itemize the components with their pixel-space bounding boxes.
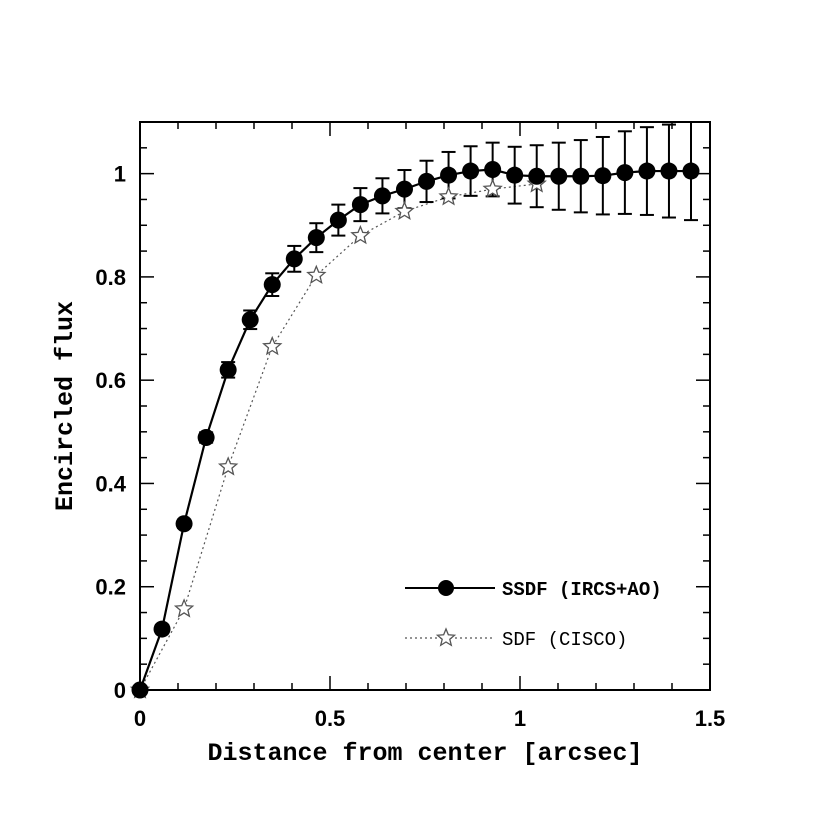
series-layer: [129, 121, 700, 699]
y-tick-label: 0: [114, 678, 126, 703]
data-point-ssdf: [373, 187, 391, 205]
x-tick-label: 1.5: [695, 706, 726, 731]
legend-entry-sdf: SDF (CISCO): [405, 627, 627, 651]
data-point-ssdf: [351, 196, 369, 214]
data-point-sdf: [217, 456, 239, 476]
data-point-ssdf: [418, 172, 436, 190]
series-line-ssdf: [138, 168, 691, 691]
data-point-ssdf: [528, 167, 546, 185]
data-point-sdf: [482, 178, 503, 198]
y-tick-label: 0.8: [95, 265, 126, 290]
data-point-ssdf: [506, 166, 524, 184]
legend-label-sdf: SDF (CISCO): [502, 629, 627, 651]
data-point-ssdf: [219, 361, 237, 379]
x-tick-label: 0: [134, 706, 146, 731]
x-tick-label: 1: [514, 706, 526, 731]
legend-marker-sdf: [435, 627, 457, 647]
data-point-ssdf: [440, 166, 458, 184]
data-point-ssdf: [263, 276, 281, 294]
x-axis-label: Distance from center [arcsec]: [207, 739, 642, 768]
legend-entry-ssdf: SSDF (IRCS+AO): [405, 579, 662, 601]
data-point-ssdf: [660, 162, 678, 180]
data-point-ssdf: [307, 229, 325, 247]
y-axis-label: Encircled flux: [51, 301, 80, 511]
data-point-ssdf: [395, 180, 413, 198]
data-point-ssdf: [484, 161, 502, 179]
data-point-ssdf: [197, 428, 215, 446]
data-point-sdf: [306, 264, 327, 285]
data-point-ssdf: [329, 211, 347, 229]
y-tick-label: 0.6: [95, 368, 126, 393]
axis-ticks: [139, 121, 711, 691]
data-point-ssdf: [462, 162, 480, 180]
y-tick-label: 0.4: [95, 471, 126, 496]
data-point-sdf: [262, 335, 283, 356]
data-point-ssdf: [594, 167, 612, 185]
data-point-sdf: [438, 186, 459, 206]
data-point-ssdf: [638, 162, 656, 180]
data-point-ssdf: [550, 167, 568, 185]
legend-label-ssdf: SSDF (IRCS+AO): [502, 579, 662, 601]
data-point-ssdf: [285, 250, 303, 268]
plot-frame: [139, 121, 711, 691]
y-tick-label: 0.2: [95, 575, 126, 600]
data-point-sdf: [394, 200, 415, 221]
data-point-ssdf: [572, 167, 590, 185]
data-point-ssdf: [616, 164, 634, 182]
legend: SSDF (IRCS+AO) SDF (CISCO): [405, 579, 662, 651]
x-tick-label: 0.5: [315, 706, 346, 731]
legend-marker-ssdf: [438, 580, 454, 596]
data-point-ssdf: [682, 162, 700, 180]
data-point-ssdf: [175, 515, 193, 533]
data-point-ssdf: [153, 620, 171, 638]
data-point-ssdf: [241, 311, 259, 329]
y-tick-label: 1: [114, 162, 126, 187]
tick-labels: 0 0.5 1 1.5 0 0.2 0.4 0.6 0.8 1: [95, 162, 725, 731]
data-point-sdf: [173, 598, 195, 618]
data-point-sdf: [350, 224, 371, 245]
